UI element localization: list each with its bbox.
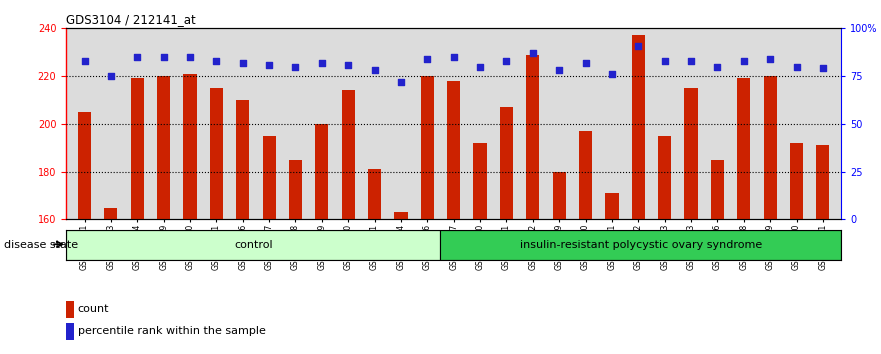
Bar [737, 79, 751, 219]
Point [394, 79, 408, 85]
Point [552, 68, 566, 73]
Bar [500, 107, 513, 219]
Bar [448, 81, 460, 219]
Point [262, 62, 276, 68]
Text: disease state: disease state [4, 240, 78, 250]
Point [420, 56, 434, 62]
Bar [685, 88, 698, 219]
Point [632, 43, 646, 48]
Point [605, 72, 619, 77]
Bar [236, 100, 249, 219]
Point [104, 73, 118, 79]
Bar [421, 76, 434, 219]
Bar [66, 301, 74, 318]
Point [130, 54, 144, 60]
Bar [817, 145, 830, 219]
Bar [289, 160, 302, 219]
Text: count: count [78, 304, 109, 314]
Bar [632, 35, 645, 219]
Bar [526, 55, 539, 219]
Text: insulin-resistant polycystic ovary syndrome: insulin-resistant polycystic ovary syndr… [520, 240, 762, 250]
Point [341, 62, 355, 68]
Bar [66, 323, 74, 340]
Point [367, 68, 381, 73]
Point [500, 58, 514, 64]
Bar [552, 172, 566, 219]
Text: percentile rank within the sample: percentile rank within the sample [78, 326, 265, 336]
Point [473, 64, 487, 69]
Point [579, 60, 593, 65]
Text: GDS3104 / 212141_at: GDS3104 / 212141_at [66, 13, 196, 26]
Bar [790, 143, 803, 219]
Point [737, 58, 751, 64]
Bar [579, 131, 592, 219]
Point [447, 54, 461, 60]
Bar [605, 193, 618, 219]
Point [236, 60, 250, 65]
Point [816, 65, 830, 71]
Bar [104, 207, 117, 219]
Point [288, 64, 302, 69]
Bar [440, 230, 841, 260]
Point [315, 60, 329, 65]
Bar [473, 143, 486, 219]
Bar [130, 79, 144, 219]
Point [78, 58, 92, 64]
Bar [342, 91, 355, 219]
Bar [368, 169, 381, 219]
Bar [711, 160, 724, 219]
Point [684, 58, 698, 64]
Bar [66, 230, 440, 260]
Point [763, 56, 777, 62]
Text: control: control [233, 240, 272, 250]
Point [210, 58, 224, 64]
Bar [210, 88, 223, 219]
Bar [315, 124, 329, 219]
Bar [395, 212, 408, 219]
Point [157, 54, 171, 60]
Bar [764, 76, 777, 219]
Point [710, 64, 724, 69]
Point [526, 50, 540, 56]
Bar [263, 136, 276, 219]
Point [789, 64, 803, 69]
Point [183, 54, 197, 60]
Bar [78, 112, 91, 219]
Bar [183, 74, 196, 219]
Bar [157, 76, 170, 219]
Bar [658, 136, 671, 219]
Point [657, 58, 671, 64]
